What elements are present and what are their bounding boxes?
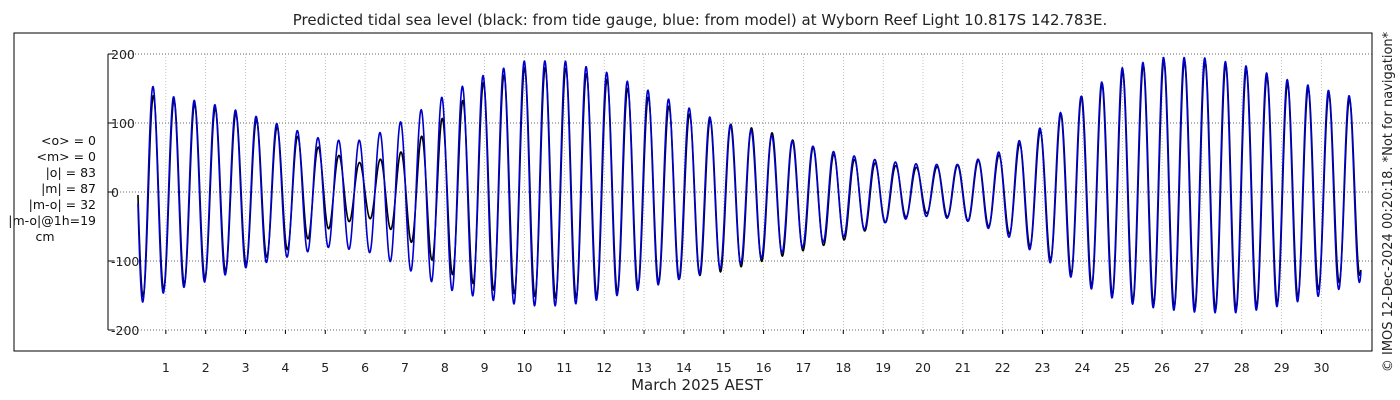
credit-text: © IMOS 12-Dec-2024 00:20:18. *Not for na… — [1381, 31, 1396, 372]
axes — [107, 53, 1322, 334]
stat-abs-model: |m| = 87 — [41, 181, 96, 196]
chart-title: Predicted tidal sea level (black: from t… — [293, 11, 1107, 29]
series-lines — [137, 56, 1362, 314]
x-tick-label: 8 — [441, 360, 449, 375]
x-tick-label: 20 — [915, 360, 931, 375]
x-tick-label: 18 — [835, 360, 851, 375]
y-tick-label: 0 — [111, 185, 119, 200]
x-tick-label: 24 — [1074, 360, 1090, 375]
stat-mean-observed: <o> = 0 — [41, 133, 96, 148]
x-tick-label: 7 — [401, 360, 409, 375]
x-tick-label: 27 — [1194, 360, 1210, 375]
x-tick-label: 29 — [1274, 360, 1290, 375]
x-tick-label: 30 — [1314, 360, 1330, 375]
x-tick-label: 26 — [1154, 360, 1170, 375]
x-tick-label: 22 — [995, 360, 1011, 375]
x-tick-label: 15 — [716, 360, 732, 375]
x-tick-label: 25 — [1114, 360, 1130, 375]
y-tick-label: -200 — [111, 323, 139, 338]
stat-abs-difference: |m-o| = 32 — [28, 197, 96, 212]
x-tick-label: 23 — [1035, 360, 1051, 375]
x-tick-label: 4 — [281, 360, 289, 375]
y-tick-label: 200 — [111, 47, 135, 62]
x-tick-label: 21 — [955, 360, 971, 375]
stat-abs-observed: |o| = 83 — [45, 165, 96, 180]
x-tick-label: 13 — [636, 360, 652, 375]
x-axis-label: March 2025 AEST — [631, 376, 764, 394]
stat-unit: cm — [35, 229, 55, 244]
x-tick-label: 6 — [361, 360, 369, 375]
x-tick-label: 5 — [321, 360, 329, 375]
x-tick-label: 16 — [756, 360, 772, 375]
x-tick-label: 10 — [517, 360, 533, 375]
model-line — [137, 56, 1362, 314]
x-tick-label: 12 — [596, 360, 612, 375]
x-tick-label: 9 — [481, 360, 489, 375]
x-tick-label: 17 — [795, 360, 811, 375]
stat-abs-difference-1h: |m-o|@1h=19 — [8, 213, 96, 228]
x-tick-label: 19 — [875, 360, 891, 375]
y-tick-label: -100 — [111, 254, 139, 269]
stat-mean-model: <m> = 0 — [36, 149, 97, 164]
stats-panel: <o> = 0 <m> = 0 |o| = 83 |m| = 87 |m-o| … — [8, 133, 96, 245]
x-tick-label: 2 — [202, 360, 210, 375]
x-tick-label: 28 — [1234, 360, 1250, 375]
x-tick-label: 3 — [242, 360, 250, 375]
tide-gauge-line — [137, 60, 1362, 311]
y-tick-label: 100 — [111, 116, 135, 131]
x-tick-label: 1 — [162, 360, 170, 375]
x-tick-label: 11 — [556, 360, 572, 375]
x-tick-label: 14 — [676, 360, 692, 375]
